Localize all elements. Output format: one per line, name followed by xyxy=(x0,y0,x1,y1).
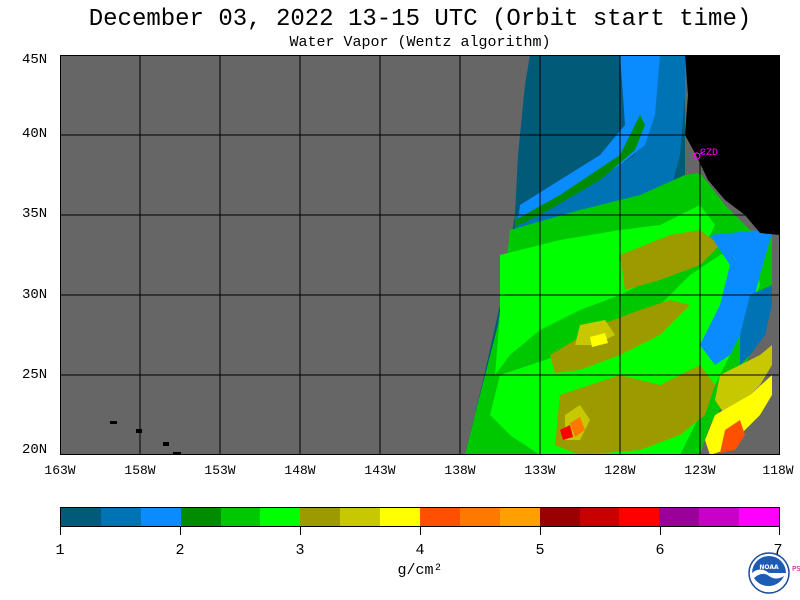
logo-text: NOAA xyxy=(759,564,779,571)
colorbar-label-3: 3 xyxy=(295,542,305,559)
colorbar-segment xyxy=(340,508,381,526)
colorbar-segment xyxy=(539,508,580,526)
colorbar-segment xyxy=(61,508,101,526)
colorbar-label-7: 7 xyxy=(773,542,783,559)
lon-label-158w: 158W xyxy=(124,463,156,478)
lat-label-20n: 20N xyxy=(22,442,48,458)
colorbar-label-1: 1 xyxy=(55,542,65,559)
colorbar-segment xyxy=(739,508,780,526)
colorbar-label-5: 5 xyxy=(535,542,545,559)
lon-label-143w: 143W xyxy=(364,463,396,478)
colorbar-segment xyxy=(579,508,620,526)
colorbar-label-6: 6 xyxy=(655,542,665,559)
map-canvas: CZD xyxy=(60,55,780,455)
lat-label-45n: 45N xyxy=(22,52,48,68)
lat-label-40n: 40N xyxy=(22,126,48,142)
lon-label-163w: 163W xyxy=(44,463,76,478)
lat-lon-grid xyxy=(60,55,780,455)
colorbar-tick xyxy=(60,527,61,535)
colorbar-segment xyxy=(380,508,421,526)
colorbar-segment xyxy=(420,508,460,526)
lon-label-128w: 128W xyxy=(604,463,636,478)
lat-label-30n: 30N xyxy=(22,287,48,303)
colorbar-tick xyxy=(420,527,421,535)
colorbar-segment xyxy=(659,508,700,526)
lon-label-148w: 148W xyxy=(284,463,316,478)
lon-label-123w: 123W xyxy=(684,463,716,478)
map-title: December 03, 2022 13-15 UTC (Orbit start… xyxy=(88,6,752,33)
lon-label-118w: 118W xyxy=(762,463,794,478)
colorbar-segment xyxy=(499,508,540,526)
colorbar-label-4: 4 xyxy=(415,542,425,559)
lon-label-138w: 138W xyxy=(444,463,476,478)
colorbar-label-2: 2 xyxy=(175,542,185,559)
lat-label-25n: 25N xyxy=(22,367,48,383)
station-marker-czd: CZD xyxy=(693,148,718,160)
lon-label-133w: 133W xyxy=(524,463,556,478)
lat-label-35n: 35N xyxy=(22,206,48,222)
colorbar-tick xyxy=(779,527,780,535)
colorbar-tick xyxy=(300,527,301,535)
water-vapor-map: CZD xyxy=(60,55,780,455)
colorbar-segment xyxy=(619,508,660,526)
colorbar-segment xyxy=(260,508,301,526)
land-mass xyxy=(685,55,780,235)
colorbar-segment xyxy=(699,508,740,526)
map-subtitle: Water Vapor (Wentz algorithm) xyxy=(289,34,551,51)
colorbar-segment xyxy=(220,508,261,526)
colorbar-tick xyxy=(660,527,661,535)
colorbar-tick xyxy=(540,527,541,535)
colorbar-units: g/cm² xyxy=(397,562,443,579)
colorbar-tick xyxy=(180,527,181,535)
hawaiian-islands xyxy=(110,421,181,455)
colorbar-segment xyxy=(100,508,141,526)
colorbar-segment xyxy=(459,508,500,526)
lon-label-153w: 153W xyxy=(204,463,236,478)
colorbar-segment xyxy=(140,508,181,526)
colorbar-segment xyxy=(300,508,341,526)
station-label: CZD xyxy=(700,148,718,159)
psl-label: PSL xyxy=(792,565,800,573)
noaa-logo: NOAA xyxy=(748,552,790,594)
colorbar xyxy=(60,507,780,527)
colorbar-segment xyxy=(180,508,221,526)
